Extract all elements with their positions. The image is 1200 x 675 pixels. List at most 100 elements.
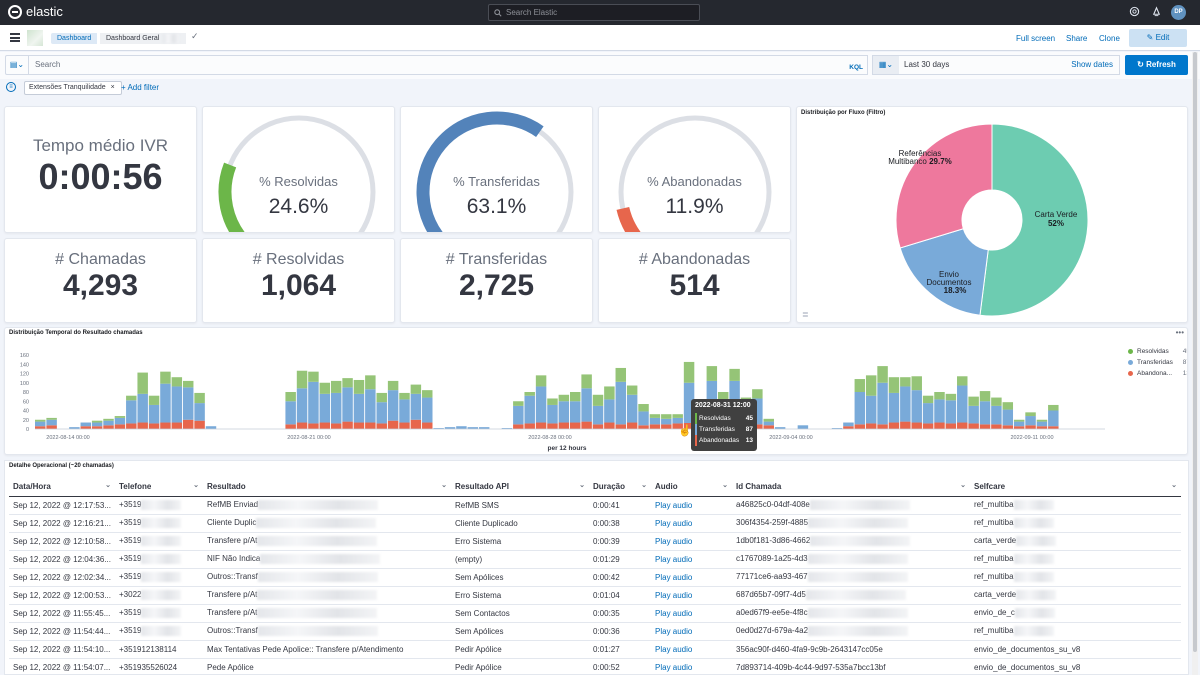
elastic-logo[interactable]: elastic [8,4,63,19]
table-row[interactable]: Sep 12, 2022 @ 12:17:53... +3519 RefMB Env… [9,496,1181,515]
play-audio-link[interactable]: Play audio [655,518,693,528]
cell-text: +3519 [119,608,142,618]
table-cell[interactable]: Play audio [651,640,732,659]
table-row[interactable]: Sep 12, 2022 @ 12:10:58... +3519 Transfere… [9,532,1181,551]
chevron-down-icon[interactable]: ⌄ [1171,482,1177,489]
remove-filter-icon[interactable]: × [110,84,115,91]
search-icon [494,8,502,17]
bar-segment [831,428,843,429]
table-cell: Pedir Apólice [451,658,589,675]
bar-segment [182,419,194,429]
table-row[interactable]: Sep 12, 2022 @ 12:16:21... +3519 Cliente D… [9,514,1181,533]
bar-segment [615,381,627,425]
play-audio-link[interactable]: Play audio [655,608,693,618]
table-cell[interactable]: Play audio [651,514,732,533]
chevron-down-icon[interactable]: ⌄ [441,482,447,489]
table-cell[interactable]: Play audio [651,586,732,605]
date-picker[interactable]: ▦⌄ Last 30 days Show dates [872,55,1120,75]
saved-query-menu[interactable]: ▤⌄ [5,55,29,75]
global-search-input[interactable]: Search Elastic [488,4,700,21]
play-audio-link[interactable]: Play audio [655,590,693,600]
bar-segment [80,422,92,427]
table-column-header[interactable]: Resultado API ⌄ [451,478,589,497]
bar-segment [911,422,922,429]
metric-panel-chamadas: # Chamadas 4,293 [4,238,197,323]
table-cell[interactable]: Play audio [651,550,732,569]
legend-value: 45 [1182,348,1187,355]
table-column-header[interactable]: Data/Hora ⌄ [9,478,115,497]
news-feed-icon[interactable] [1150,6,1162,18]
table-row[interactable]: Sep 12, 2022 @ 11:54:44... +3519 Outros::T… [9,622,1181,641]
table-row[interactable]: Sep 12, 2022 @ 12:00:53... +3022 Transfere… [9,586,1181,605]
chevron-down-icon[interactable]: ⌄ [722,482,728,489]
table-column-header[interactable]: Id Chamada ⌄ [732,478,970,497]
full-screen-button[interactable]: Full screen [1016,34,1056,43]
table-column-header[interactable]: Audio ⌄ [651,478,732,497]
table-row[interactable]: Sep 12, 2022 @ 11:54:10... +351912138114 M… [9,640,1181,659]
clone-button[interactable]: Clone [1099,34,1120,43]
table-row[interactable]: Sep 12, 2022 @ 12:04:36... +3519 NIF Não I… [9,550,1181,569]
table-cell[interactable]: Play audio [651,658,732,675]
filter-pill[interactable]: Extensões Tranquilidade × [24,81,122,95]
bar-segment [205,426,217,429]
play-audio-link[interactable]: Play audio [655,554,693,564]
cell-text: 0:00:52 [593,662,620,672]
table-cell[interactable]: Play audio [651,532,732,551]
table-cell[interactable]: Play audio [651,604,732,623]
table-cell: 356ac90f-d460-4fa9-9c9b-2643147cc05e [732,640,970,659]
play-audio-link[interactable]: Play audio [655,536,693,546]
chevron-down-icon[interactable]: ⌄ [105,482,111,489]
table-column-header[interactable]: Telefone ⌄ [115,478,203,497]
table-cell[interactable]: Play audio [651,496,732,515]
table-column-header[interactable]: Duração ⌄ [589,478,651,497]
chevron-down-icon[interactable]: ⌄ [193,482,199,489]
calendar-icon[interactable]: ▦⌄ [873,56,899,74]
table-column-header[interactable]: Selfcare ⌄ [970,478,1181,497]
chevron-down-icon[interactable]: ⌄ [960,482,966,489]
help-icon[interactable] [1128,6,1140,18]
cell-text: 0:00:36 [593,626,620,636]
redacted-text [257,590,378,600]
chevron-down-icon[interactable]: ⌄ [579,482,585,489]
play-audio-link[interactable]: Play audio [655,500,693,510]
panel-options-icon[interactable]: ••• [1175,328,1184,337]
bar-segment [342,421,353,429]
bar-segment [103,418,114,421]
bar-segment [103,425,114,429]
play-audio-link[interactable]: Play audio [655,644,693,654]
user-avatar[interactable]: DP [1171,5,1186,20]
table-row[interactable]: Sep 12, 2022 @ 11:55:45... +3519 Transfere… [9,604,1181,623]
legend-item[interactable]: Resolvidas 45 [1128,346,1187,357]
play-audio-link[interactable]: Play audio [655,662,693,672]
query-input[interactable]: Search KQL [29,55,868,75]
table-column-header[interactable]: Resultado ⌄ [203,478,451,497]
table-cell[interactable]: Play audio [651,622,732,641]
filter-options-icon[interactable]: ≡ [6,82,16,92]
redacted-text [257,608,378,618]
tooltip-row-value: 13 [745,437,753,444]
bar-segment [103,420,114,426]
page-scrollbar-thumb[interactable] [1193,52,1197,652]
bar-segment [968,423,979,429]
bar-segment [570,401,581,423]
table-row[interactable]: Sep 12, 2022 @ 12:02:34... +3519 Outros::T… [9,568,1181,587]
table-cell[interactable]: Play audio [651,568,732,587]
refresh-button[interactable]: ↻ Refresh [1125,55,1188,75]
bar-segment [1002,409,1014,426]
play-audio-link[interactable]: Play audio [655,572,693,582]
play-audio-link[interactable]: Play audio [655,626,693,636]
show-dates-button[interactable]: Show dates [1071,60,1113,69]
table-row[interactable]: Sep 12, 2022 @ 11:54:07... +351935526024 P… [9,658,1181,675]
share-button[interactable]: Share [1066,34,1088,43]
add-filter-button[interactable]: + Add filter [121,83,160,92]
menu-icon[interactable] [10,33,20,42]
table-cell: ref_multiba [970,550,1181,569]
kql-toggle[interactable]: KQL [849,64,863,71]
legend-item[interactable]: Abandona... 13 [1128,368,1187,379]
space-avatar[interactable] [27,30,43,46]
legend-item[interactable]: Transferidas 87 [1128,357,1187,368]
legend-toggle-icon[interactable]: ≣ [802,310,809,319]
breadcrumb-dashboard[interactable]: Dashboard [51,33,98,44]
edit-button[interactable]: ✎ Edit [1129,29,1187,47]
chevron-down-icon[interactable]: ⌄ [641,482,647,489]
